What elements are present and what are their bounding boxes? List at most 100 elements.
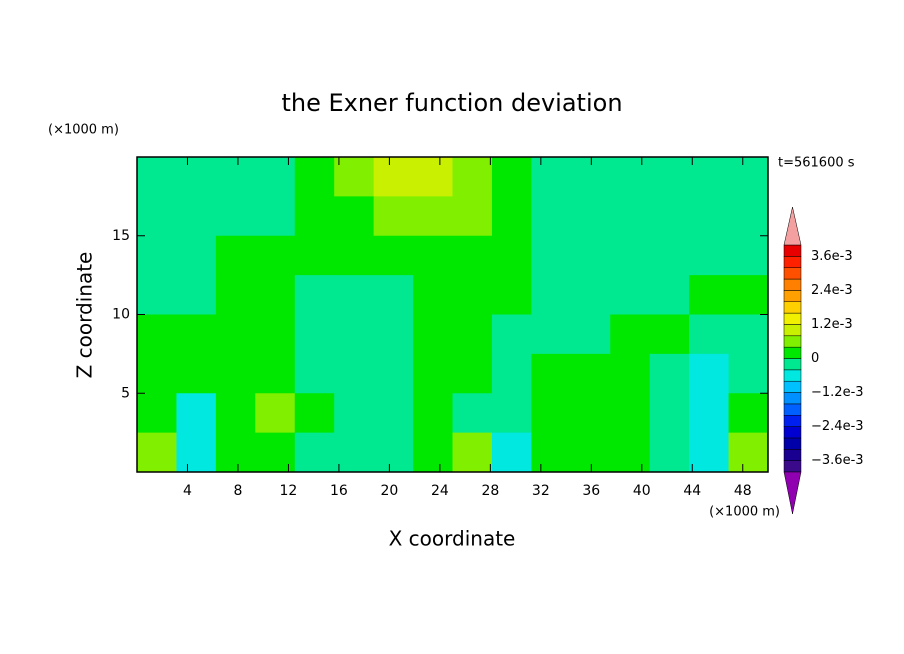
contour-cell — [728, 275, 769, 315]
contour-cell — [570, 196, 611, 237]
colorbar-box — [783, 392, 802, 405]
contour-cell — [373, 157, 414, 197]
contour-cell — [294, 235, 335, 276]
contour-cell — [649, 314, 690, 355]
colorbar-tick-label: 0 — [811, 351, 819, 366]
colorbar-extend-bottom — [783, 471, 802, 515]
contour-cell — [215, 235, 256, 276]
contour-cell — [570, 157, 611, 197]
colorbar-tick-label: −2.4e-3 — [811, 419, 864, 434]
colorbar-box — [783, 335, 802, 348]
contour-cell — [176, 235, 217, 276]
contour-cell — [176, 314, 217, 355]
contour-cell — [452, 235, 493, 276]
colorbar-tick-label: −1.2e-3 — [811, 385, 864, 400]
contour-cell — [452, 353, 493, 394]
contour-cell — [649, 157, 690, 197]
contour-cell — [215, 432, 256, 473]
contour-cell — [373, 275, 414, 315]
y-tick-label: 10 — [112, 307, 130, 323]
contour-cell — [728, 196, 769, 237]
colorbar-tick-label: 1.2e-3 — [811, 317, 853, 332]
y-tick-label: 15 — [112, 228, 130, 244]
x-tick-label: 36 — [582, 483, 600, 499]
contour-cell — [373, 393, 414, 434]
contour-cell — [137, 314, 177, 355]
contour-cell — [137, 235, 177, 276]
x-tick-label: 16 — [330, 483, 348, 499]
colorbar-tick-label: −3.6e-3 — [811, 453, 864, 468]
contour-cell — [531, 235, 572, 276]
contour-cell — [452, 314, 493, 355]
contour-cell — [452, 275, 493, 315]
colorbar-box — [783, 312, 802, 325]
colorbar-box — [783, 346, 802, 359]
contour-cell — [413, 314, 453, 355]
contour-cell — [452, 157, 493, 197]
contour-cell — [491, 353, 532, 394]
contour-cell — [570, 235, 611, 276]
contour-cell — [689, 314, 730, 355]
x-tick-label: 40 — [633, 483, 651, 499]
contour-cell — [570, 353, 611, 394]
contour-cell — [689, 157, 730, 197]
contour-cell — [137, 393, 177, 434]
contour-cell — [452, 432, 493, 473]
contour-cell — [531, 353, 572, 394]
contour-cell — [294, 275, 335, 315]
colorbar-box — [783, 256, 802, 268]
contour-cell — [491, 314, 532, 355]
contour-cell — [373, 432, 414, 473]
contour-cell — [255, 432, 296, 473]
contour-cell — [373, 235, 414, 276]
x-tick-label: 8 — [233, 483, 242, 499]
contour-cell — [413, 275, 453, 315]
contour-cell — [255, 314, 296, 355]
contour-cell — [728, 235, 769, 276]
contour-cell — [215, 314, 256, 355]
contour-cell — [215, 157, 256, 197]
contour-cell — [452, 393, 493, 434]
contour-cell — [610, 196, 651, 237]
contour-cell — [610, 157, 651, 197]
contour-cell — [649, 196, 690, 237]
contour-cell — [176, 196, 217, 237]
contour-cell — [215, 275, 256, 315]
contour-cell — [334, 275, 375, 315]
contour-cell — [728, 314, 769, 355]
contour-cell — [334, 314, 375, 355]
contour-cell — [176, 393, 217, 434]
x-tick-label: 28 — [481, 483, 499, 499]
colorbar-box — [783, 278, 802, 291]
contour-cell — [728, 393, 769, 434]
contour-cell — [334, 157, 375, 197]
contour-cell — [689, 393, 730, 434]
y-unit: (×1000 m) — [48, 123, 119, 138]
contour-cell — [728, 432, 769, 473]
contour-cell — [689, 275, 730, 315]
contour-cell — [689, 235, 730, 276]
contour-cell — [176, 432, 217, 473]
x-axis-label: X coordinate — [389, 527, 516, 551]
time-annotation: t=561600 s — [778, 156, 855, 171]
contour-cell — [294, 157, 335, 197]
contour-cell — [215, 353, 256, 394]
contour-cell — [531, 314, 572, 355]
contour-cell — [334, 432, 375, 473]
x-tick-label: 20 — [380, 483, 398, 499]
colorbar-box — [783, 358, 802, 371]
contour-cell — [689, 432, 730, 473]
x-tick-label: 12 — [280, 483, 298, 499]
contour-cell — [137, 432, 177, 473]
contour-cell — [294, 314, 335, 355]
x-tick-label: 48 — [734, 483, 752, 499]
colorbar-extend-top — [783, 206, 802, 246]
x-tick-label: 4 — [183, 483, 192, 499]
colorbar-box — [783, 449, 802, 461]
contour-cell — [610, 235, 651, 276]
contour-cell — [413, 235, 453, 276]
colorbar-tick-label: 2.4e-3 — [811, 283, 853, 298]
contour-cell — [294, 353, 335, 394]
colorbar-tick-label: 3.6e-3 — [811, 249, 853, 264]
x-unit: (×1000 m) — [709, 505, 780, 520]
